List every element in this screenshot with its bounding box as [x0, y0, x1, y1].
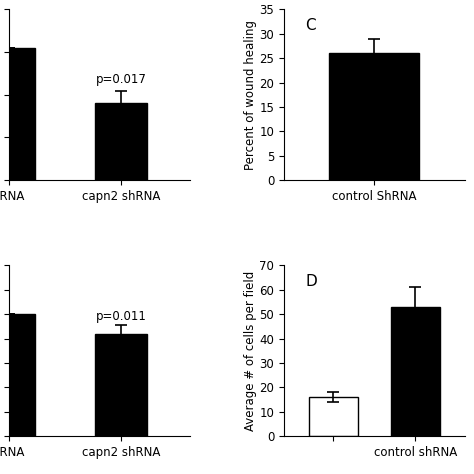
Bar	[95, 334, 147, 436]
Text: p=0.017: p=0.017	[96, 73, 146, 86]
Y-axis label: Percent of wound healing: Percent of wound healing	[244, 20, 256, 170]
Text: p=0.011: p=0.011	[96, 310, 146, 323]
Bar	[309, 397, 358, 436]
Bar	[95, 103, 147, 180]
Bar	[329, 54, 419, 180]
Bar	[0, 314, 35, 436]
Bar	[0, 48, 35, 180]
Y-axis label: Average # of cells per field: Average # of cells per field	[244, 271, 256, 431]
Text: C: C	[306, 18, 316, 33]
Text: D: D	[306, 274, 318, 289]
Bar	[391, 307, 440, 436]
